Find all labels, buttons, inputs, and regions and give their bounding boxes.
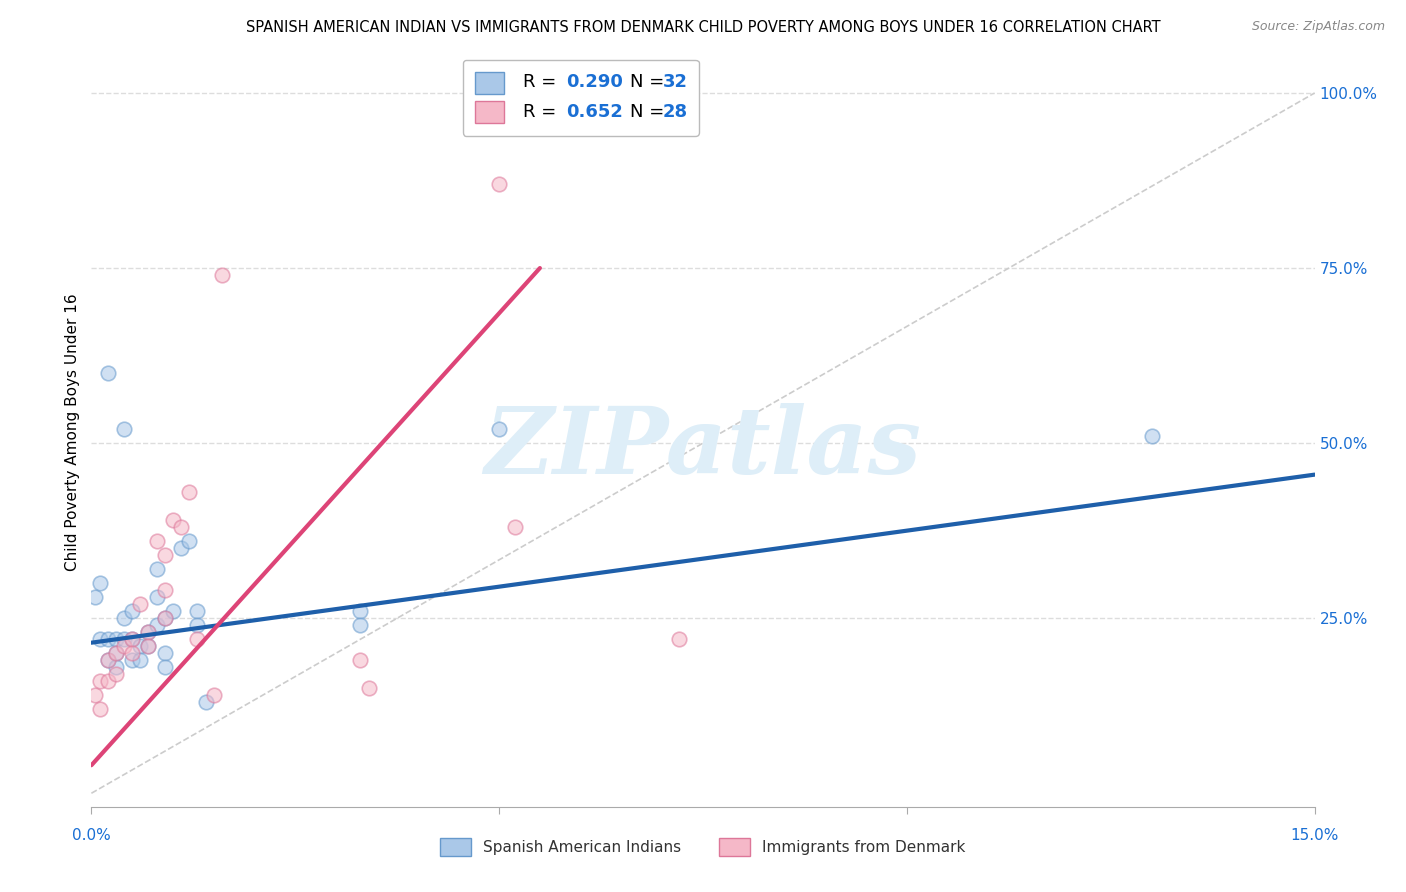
Point xyxy=(121,604,143,618)
Text: 28: 28 xyxy=(662,103,688,121)
Legend:                               ,                               : , xyxy=(463,60,699,136)
Text: N =: N = xyxy=(630,103,669,121)
Point xyxy=(104,660,127,674)
Point xyxy=(179,534,201,549)
Point xyxy=(488,177,510,191)
Point xyxy=(104,667,127,681)
Point xyxy=(153,611,176,625)
Point xyxy=(89,632,111,647)
Point xyxy=(170,541,193,556)
Text: 0.290: 0.290 xyxy=(567,73,623,91)
Point xyxy=(112,639,135,653)
Point xyxy=(202,688,225,702)
Point xyxy=(84,688,107,702)
Text: N =: N = xyxy=(630,73,669,91)
Point xyxy=(505,520,527,534)
Text: 0.0%: 0.0% xyxy=(72,829,111,843)
Point xyxy=(145,590,167,604)
Point xyxy=(129,597,152,611)
Point xyxy=(112,611,135,625)
Point xyxy=(162,604,184,618)
Point xyxy=(179,485,201,500)
Point xyxy=(153,646,176,660)
Point xyxy=(153,583,176,598)
Point xyxy=(129,639,152,653)
Point xyxy=(104,646,127,660)
Point xyxy=(104,646,127,660)
Point xyxy=(153,660,176,674)
Legend: Spanish American Indians, Immigrants from Denmark: Spanish American Indians, Immigrants fro… xyxy=(434,832,972,862)
Point xyxy=(121,653,143,667)
Point xyxy=(488,422,510,436)
Point xyxy=(186,632,208,647)
Point xyxy=(104,632,127,647)
Text: R =: R = xyxy=(523,73,562,91)
Point xyxy=(145,562,167,576)
Point xyxy=(349,653,371,667)
Text: ZIPatlas: ZIPatlas xyxy=(485,402,921,492)
Point xyxy=(138,639,160,653)
Point xyxy=(145,618,167,632)
Point xyxy=(121,632,143,647)
Point xyxy=(97,632,120,647)
Point xyxy=(162,513,184,527)
Point xyxy=(357,681,380,696)
Point xyxy=(112,422,135,436)
Text: SPANISH AMERICAN INDIAN VS IMMIGRANTS FROM DENMARK CHILD POVERTY AMONG BOYS UNDE: SPANISH AMERICAN INDIAN VS IMMIGRANTS FR… xyxy=(246,20,1160,35)
Point xyxy=(121,632,143,647)
Text: 32: 32 xyxy=(662,73,688,91)
Point xyxy=(138,625,160,640)
Point xyxy=(138,625,160,640)
Point xyxy=(112,632,135,647)
Text: R =: R = xyxy=(523,103,562,121)
Point xyxy=(153,548,176,562)
Point xyxy=(97,653,120,667)
Y-axis label: Child Poverty Among Boys Under 16: Child Poverty Among Boys Under 16 xyxy=(65,293,80,572)
Point xyxy=(138,639,160,653)
Point xyxy=(186,604,208,618)
Point xyxy=(186,618,208,632)
Point xyxy=(89,702,111,716)
Point xyxy=(97,653,120,667)
Point xyxy=(97,674,120,689)
Point xyxy=(89,576,111,591)
Point xyxy=(1140,429,1163,443)
Point xyxy=(194,695,217,709)
Point xyxy=(349,604,371,618)
Point xyxy=(121,646,143,660)
Point xyxy=(145,534,167,549)
Point xyxy=(129,653,152,667)
Point xyxy=(211,268,233,282)
Point xyxy=(89,674,111,689)
Text: Source: ZipAtlas.com: Source: ZipAtlas.com xyxy=(1251,20,1385,33)
Text: 15.0%: 15.0% xyxy=(1291,829,1339,843)
Point xyxy=(153,611,176,625)
Point xyxy=(349,618,371,632)
Point xyxy=(84,590,107,604)
Point xyxy=(668,632,690,647)
Point xyxy=(97,366,120,380)
Text: 0.652: 0.652 xyxy=(567,103,623,121)
Point xyxy=(170,520,193,534)
